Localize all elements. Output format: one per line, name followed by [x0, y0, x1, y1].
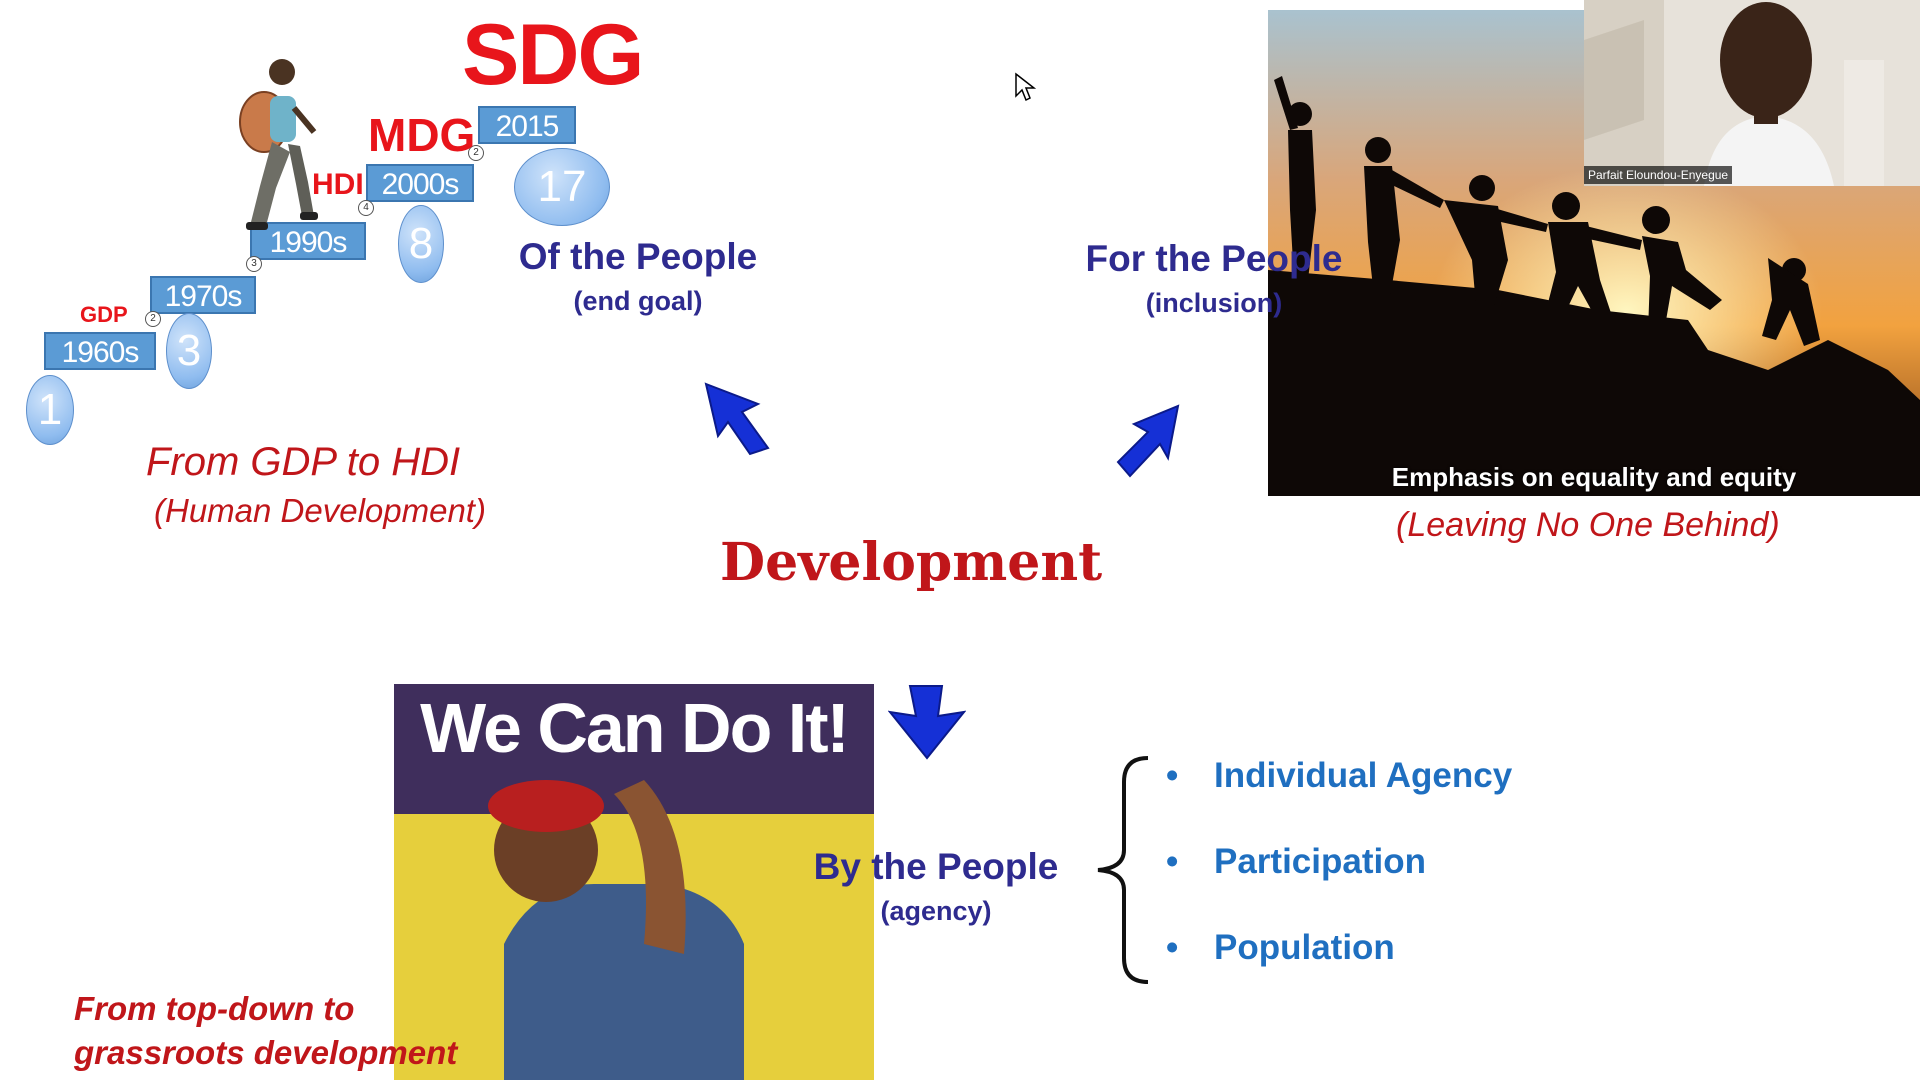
of-the-people-subtitle: (end goal) — [573, 286, 703, 316]
arrow-down-icon — [888, 685, 966, 760]
participant-video-tile[interactable]: Parfait Eloundou-Enyegue — [1584, 0, 1920, 186]
goal-count-bubble-3: 3 — [166, 313, 212, 389]
poster-headline: We Can Do It! — [420, 689, 850, 767]
for-the-people-heading: For the People — [1085, 238, 1343, 279]
participant-name-label: Parfait Eloundou-Enyegue — [1584, 166, 1733, 184]
step-marker: 2 — [145, 311, 161, 327]
step-1960s: 1960s — [44, 332, 156, 370]
development-title: Development — [720, 532, 1103, 593]
bullet-item: • Population — [1166, 928, 1395, 967]
grassroots-line-2: grassroots development — [74, 1034, 458, 1071]
gdp-label: GDP — [80, 302, 128, 327]
goal-count-bubble-1: 1 — [26, 375, 74, 445]
boy-climbing-illustration — [239, 59, 318, 230]
for-the-people-subtitle: (inclusion) — [1145, 288, 1283, 318]
step-2000s: 2000s — [366, 164, 474, 202]
mdg-label: MDG — [368, 109, 476, 161]
step-marker: 3 — [246, 256, 262, 272]
mouse-cursor-icon — [1015, 72, 1036, 102]
curly-brace — [1097, 756, 1149, 984]
step-1970s: 1970s — [150, 276, 256, 314]
step-1990s: 1990s — [250, 222, 366, 260]
step-2015: 2015 — [478, 106, 576, 144]
arrow-up-left-icon — [704, 382, 770, 456]
bullet-item: • Individual Agency — [1166, 756, 1513, 795]
leaving-no-one-behind: (Leaving No One Behind) — [1396, 506, 1780, 544]
grassroots-line-1: From top-down to — [74, 990, 355, 1027]
human-development-note: (Human Development) — [154, 492, 486, 529]
by-the-people-subtitle: (agency) — [880, 896, 992, 926]
goal-count-bubble-8: 8 — [398, 205, 444, 283]
equality-equity-caption: Emphasis on equality and equity — [1391, 462, 1797, 492]
step-marker: 2 — [468, 145, 484, 161]
goal-count-bubble-17: 17 — [514, 148, 610, 226]
we-can-do-it-poster: We Can Do It! — [394, 684, 874, 1080]
step-marker: 4 — [358, 200, 374, 216]
from-gdp-to-hdi: From GDP to HDI — [146, 440, 461, 484]
arrow-up-right-icon — [1116, 404, 1180, 478]
sdg-label: SDG — [462, 7, 644, 103]
bullet-item: • Participation — [1166, 842, 1426, 881]
by-the-people-heading: By the People — [813, 846, 1059, 887]
hdi-label: HDI — [312, 168, 364, 201]
of-the-people-heading: Of the People — [518, 236, 758, 277]
